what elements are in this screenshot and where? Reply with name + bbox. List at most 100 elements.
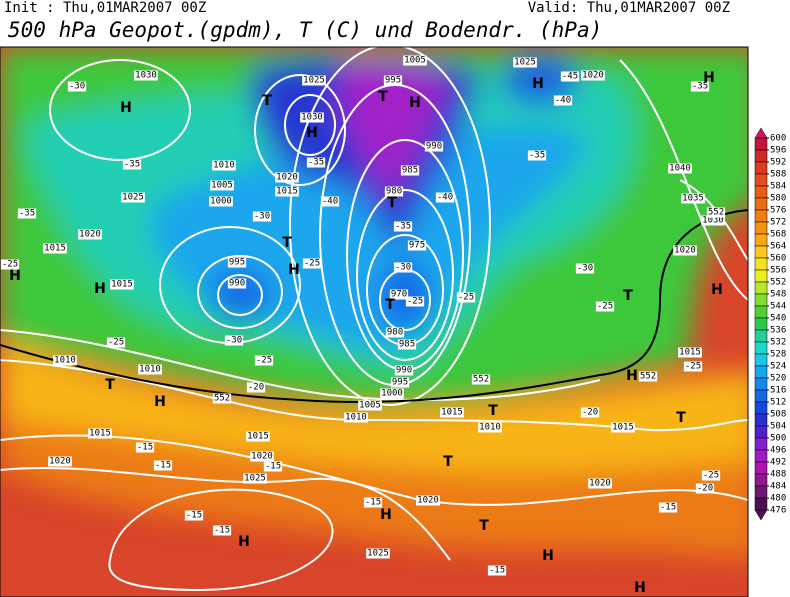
colorbar-label: 516 (770, 386, 786, 396)
label-background (389, 289, 409, 300)
label-background (407, 240, 427, 251)
label-background (580, 407, 600, 418)
label-background (263, 461, 283, 472)
label-background (668, 163, 692, 174)
label-background (320, 196, 340, 207)
isobar-label: 1010 (139, 365, 161, 375)
temperature-label: -25 (304, 259, 320, 269)
temperature-label: -35 (529, 151, 545, 161)
isobar-label: 985 (399, 340, 415, 350)
pressure-center: H (94, 281, 106, 297)
temperature-label: -15 (489, 566, 505, 576)
label-background (246, 431, 270, 442)
colorbar-label: 512 (770, 398, 786, 408)
label-background (658, 502, 678, 513)
label-background (302, 75, 326, 86)
label-background (575, 263, 595, 274)
label-background (122, 159, 142, 170)
isobar-label: 1020 (251, 452, 273, 462)
pressure-center: T (623, 288, 633, 304)
temperature-label: -15 (155, 461, 171, 471)
label-background (227, 257, 247, 268)
isobar-label: 1005 (211, 181, 233, 191)
colorbar-box (754, 437, 768, 451)
pressure-center: T (443, 454, 453, 470)
isobar-label: 1040 (669, 164, 691, 174)
isobar-label: 990 (229, 279, 245, 289)
colorbar-label: 492 (770, 458, 786, 468)
map-title: 500 hPa Geopot.(gpdm), T (C) und Bodendr… (8, 18, 602, 42)
colorbar-box (754, 173, 768, 187)
isobar-label: 995 (392, 378, 408, 388)
colorbar-box (754, 497, 768, 511)
colorbar-label: 568 (770, 230, 786, 240)
colorbar-box (754, 389, 768, 403)
label-background (306, 157, 326, 168)
temperature-label: -35 (19, 209, 35, 219)
label-background (678, 347, 702, 358)
pressure-center: H (703, 70, 715, 86)
colorbar-label: 544 (770, 302, 786, 312)
colorbar-label: 588 (770, 170, 786, 180)
isobar-label: 1030 (702, 216, 724, 226)
label-background (134, 70, 158, 81)
colorbar-label: 496 (770, 446, 786, 456)
pressure-center: H (120, 100, 132, 116)
height-552-line (0, 209, 748, 403)
temperature-label: -45 (562, 72, 578, 82)
isobar-label: 1015 (441, 408, 463, 418)
label-background (300, 112, 324, 123)
isobar-label: 990 (396, 366, 412, 376)
label-background (224, 335, 244, 346)
colorbar-label: 580 (770, 194, 786, 204)
colorbar-label: 500 (770, 434, 786, 444)
label-background (358, 400, 382, 411)
height-label: 552 (214, 394, 230, 404)
label-background (588, 478, 612, 489)
label-background (0, 259, 20, 270)
pressure-center: T (262, 93, 272, 109)
temperature-label: -35 (692, 82, 708, 92)
colorbar-box (754, 425, 768, 439)
isobar-label: 1015 (612, 423, 634, 433)
colorbar-box (754, 305, 768, 319)
pressure-center: H (626, 368, 638, 384)
isobar-label: 1020 (582, 71, 604, 81)
colorbar-box (754, 293, 768, 307)
colorbar-box (754, 329, 768, 343)
colorbar-label: 548 (770, 290, 786, 300)
colorbar-label: 552 (770, 278, 786, 288)
label-background (344, 412, 368, 423)
label-background (435, 192, 455, 203)
pressure-center: H (238, 534, 250, 550)
label-background (638, 371, 658, 382)
temperature-label: -25 (685, 362, 701, 372)
isobar-label: 1020 (674, 246, 696, 256)
label-background (212, 525, 232, 536)
colorbar-label: 572 (770, 218, 786, 228)
colorbar-label: 476 (770, 506, 786, 516)
temperature-label: -25 (256, 356, 272, 366)
temperature-label: -20 (582, 408, 598, 418)
label-background (393, 221, 413, 232)
pressure-center: T (378, 89, 388, 105)
colorbar-box (754, 485, 768, 499)
isobar-label: 1025 (244, 474, 266, 484)
isobar-label: 1015 (679, 348, 701, 358)
label-background (380, 388, 404, 399)
label-background (67, 81, 87, 92)
isobar-label: 1020 (276, 173, 298, 183)
colorbar-label: 600 (770, 134, 786, 144)
isobar-label: 995 (229, 258, 245, 268)
colorbar-label: 508 (770, 410, 786, 420)
label-background (212, 160, 236, 171)
isobar-label: 1015 (89, 429, 111, 439)
colorbar-box (754, 461, 768, 475)
label-background (48, 456, 72, 467)
temperature-label: -25 (108, 338, 124, 348)
label-background (384, 186, 404, 197)
label-background (135, 442, 155, 453)
label-background (683, 361, 703, 372)
label-background (456, 292, 476, 303)
pressure-center: H (288, 262, 300, 278)
